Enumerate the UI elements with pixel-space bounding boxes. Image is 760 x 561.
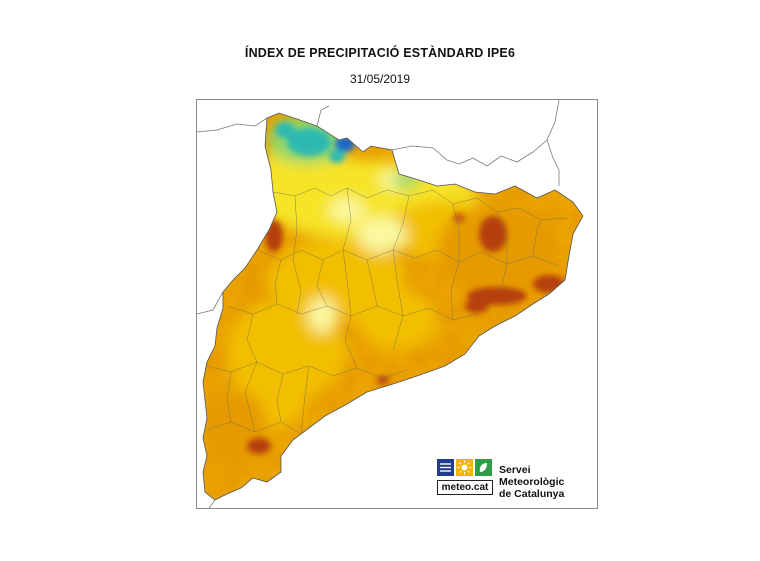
catalonia-ipe6-map xyxy=(197,100,584,508)
service-name-line1: Servei Meteorològic xyxy=(499,464,565,488)
leaf-icon xyxy=(475,459,492,476)
meteocat-logo: meteo.cat Servei Meteorològic de Catalun… xyxy=(435,457,597,500)
neighbour-borders xyxy=(197,100,560,508)
service-name: Servei Meteorològic de Catalunya xyxy=(499,464,597,500)
logo-tiles xyxy=(437,459,493,477)
logo-wordmark: meteo.cat xyxy=(437,480,493,495)
comarca-boundaries xyxy=(206,187,568,435)
waves-icon xyxy=(437,459,454,476)
service-name-line2: de Catalunya xyxy=(499,488,565,500)
sun-icon xyxy=(456,459,473,476)
map-date: 31/05/2019 xyxy=(349,72,411,86)
map-panel: meteo.cat Servei Meteorològic de Catalun… xyxy=(196,99,598,509)
map-title: ÍNDEX DE PRECIPITACIÓ ESTÀNDARD IPE6 xyxy=(244,46,516,60)
ipe6-surface xyxy=(203,113,583,500)
